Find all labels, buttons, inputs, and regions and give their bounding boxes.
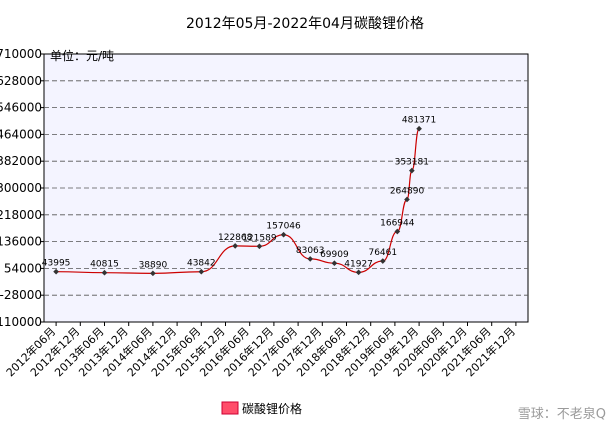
y-axis: 710000 628000 546000 464000 382000 300000 2180…	[0, 47, 44, 329]
y-tick-label: 464000	[0, 127, 42, 141]
watermark: 雪球：不老泉Q	[518, 406, 606, 422]
data-point-marker	[394, 228, 401, 235]
legend: 碳酸锂价格	[221, 401, 302, 416]
data-point-marker	[404, 196, 410, 203]
data-point-marker	[101, 269, 108, 276]
data-label: 69909	[320, 250, 349, 260]
y-tick-label: -28000	[0, 288, 42, 302]
y-tick-label: 546000	[0, 101, 42, 115]
y-tick-label: 218000	[0, 208, 42, 222]
data-label: 40815	[90, 260, 119, 270]
data-label: 122868	[218, 233, 253, 243]
data-label: 166944	[380, 218, 415, 228]
data-label: 264890	[390, 186, 425, 196]
data-label: 353181	[395, 158, 429, 168]
y-tick-label: -110000	[0, 315, 42, 329]
data-point-marker	[232, 243, 239, 249]
data-label: 41927	[344, 259, 373, 269]
data-point-marker	[256, 243, 263, 250]
y-tick-label: 710000	[0, 47, 42, 61]
data-point-marker	[280, 231, 287, 238]
data-label: 83063	[296, 246, 325, 256]
y-tick-label: 136000	[0, 235, 42, 249]
y-tick-label: 382000	[0, 154, 42, 168]
data-label: 121589	[242, 233, 277, 243]
unit-label: 单位：元/吨	[50, 48, 114, 63]
legend-swatch	[221, 401, 239, 415]
data-point-marker	[379, 258, 386, 264]
grid-lines	[44, 80, 528, 296]
data-point-marker	[416, 125, 422, 132]
x-axis: 2012年06月2012年12月2013年06月2013年12月2014年06月…	[3, 322, 518, 379]
chart-title: 2012年05月-2022年04月碳酸锂价格	[186, 16, 424, 32]
data-point-marker	[355, 269, 362, 276]
data-label: 157046	[266, 222, 301, 232]
data-point-marker	[331, 260, 338, 267]
legend-label: 碳酸锂价格	[242, 401, 302, 416]
y-tick-label: 628000	[0, 74, 42, 88]
data-point-marker	[409, 167, 415, 174]
data-label: 481371	[402, 116, 436, 126]
y-tick-label: 300000	[0, 181, 42, 195]
data-label: 76461	[368, 248, 397, 258]
data-label: 38890	[139, 260, 168, 270]
data-label: 43842	[187, 259, 216, 269]
data-point-marker	[150, 270, 156, 277]
data-label: 43995	[42, 259, 71, 269]
y-tick-label: 54000	[4, 261, 42, 275]
data-point-marker	[198, 268, 205, 275]
data-point-marker	[307, 256, 314, 262]
